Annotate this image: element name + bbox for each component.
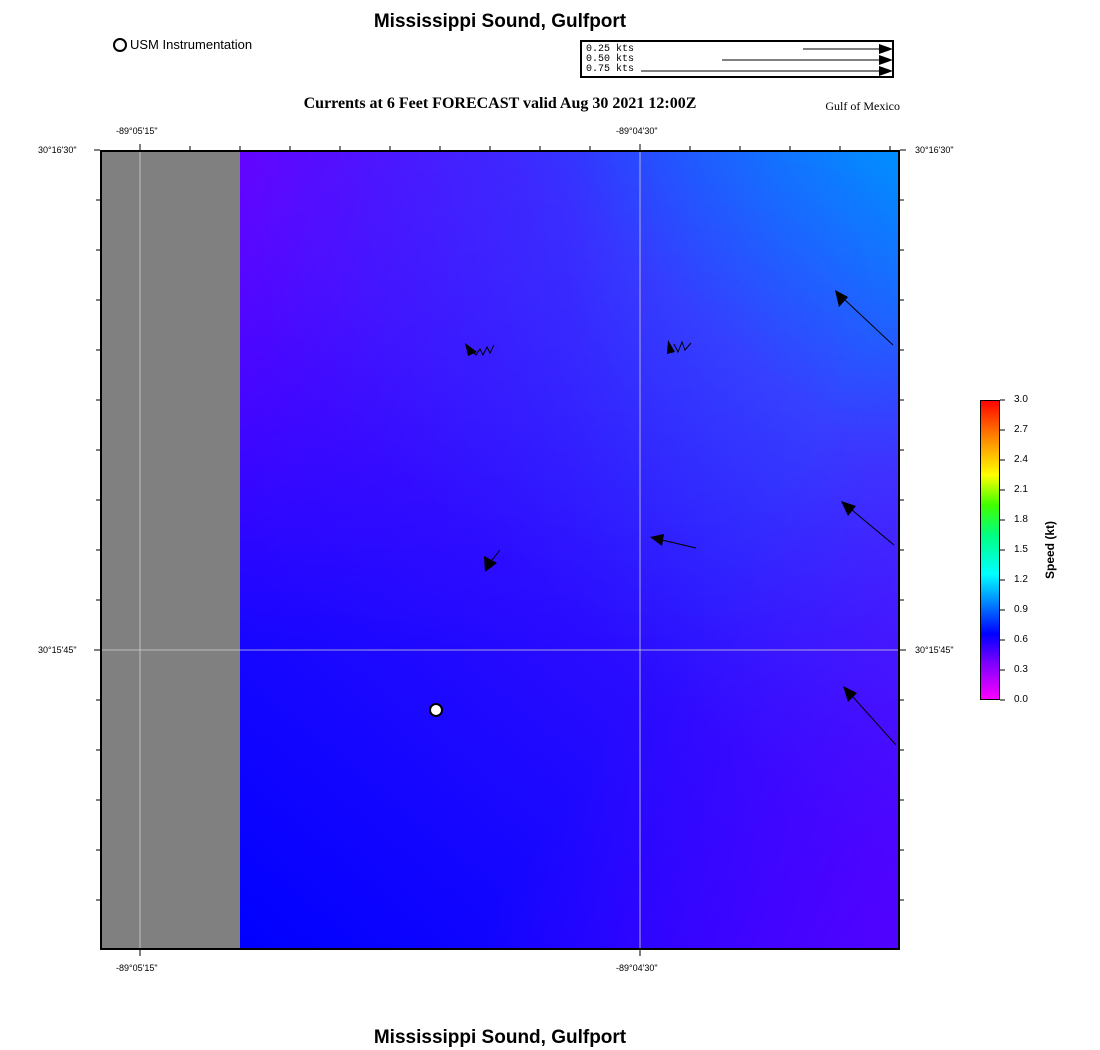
scale-arrow-050 bbox=[722, 55, 893, 65]
frame-ticks bbox=[94, 144, 906, 956]
lon-label-bottom-1: -89°05'15" bbox=[116, 963, 158, 973]
map-title-bottom: Mississippi Sound, Gulfport bbox=[373, 1027, 627, 1048]
forecast-subtitle: Currents at 6 Feet FORECAST valid Aug 30… bbox=[303, 95, 697, 112]
lon-label-bottom-2: -89°04'30" bbox=[616, 963, 658, 973]
colorbar-tick-label: 2.7 bbox=[1014, 424, 1028, 435]
current-arrow-a5 bbox=[650, 534, 697, 549]
colorbar-title: Speed (kt) bbox=[1043, 520, 1057, 580]
colorbar-tick-label: 0.3 bbox=[1014, 664, 1028, 675]
current-arrow-a7 bbox=[843, 686, 897, 746]
colorbar-ramp bbox=[980, 400, 1000, 700]
colorbar-border bbox=[980, 400, 1000, 700]
current-arrow-a1 bbox=[465, 343, 495, 357]
graticule bbox=[100, 150, 900, 950]
current-vectors bbox=[465, 290, 897, 746]
lat-label-left-2: 30°15'45" bbox=[38, 645, 77, 655]
land-area bbox=[100, 150, 240, 950]
map-title-top: Mississippi Sound, Gulfport bbox=[373, 11, 627, 32]
lat-label-right-2: 30°15'45" bbox=[915, 645, 954, 655]
station-legend-label: USM Instrumentation bbox=[130, 37, 253, 52]
station-legend-marker-icon bbox=[113, 38, 127, 52]
lat-label-left-1: 30°16'30" bbox=[38, 145, 77, 155]
scale-label-050: 0.50 kts bbox=[586, 54, 635, 65]
colorbar-tick-label: 0.9 bbox=[1014, 604, 1028, 615]
current-arrow-a3 bbox=[835, 290, 894, 346]
colorbar-ticks bbox=[1000, 399, 1005, 701]
usm-station-marker-icon[interactable] bbox=[429, 703, 443, 717]
water-speed-field bbox=[240, 150, 900, 950]
map-frame bbox=[100, 150, 900, 950]
colorbar-tick-label: 1.5 bbox=[1014, 544, 1028, 555]
current-arrow-a6 bbox=[841, 501, 895, 546]
colorbar-tick-label: 1.2 bbox=[1014, 574, 1028, 585]
colorbar-tick-label: 0.6 bbox=[1014, 634, 1028, 645]
scale-arrow-025 bbox=[803, 44, 893, 54]
current-arrow-a4 bbox=[484, 549, 501, 572]
region-label: Gulf of Mexico bbox=[825, 99, 900, 113]
colorbar-tick-label: 3.0 bbox=[1014, 394, 1028, 405]
vector-scale-box bbox=[580, 40, 894, 78]
lat-label-right-1: 30°16'30" bbox=[915, 145, 954, 155]
colorbar-tick-label: 0.0 bbox=[1014, 694, 1028, 705]
colorbar-tick-label: 2.4 bbox=[1014, 454, 1028, 465]
scale-arrow-075 bbox=[641, 66, 893, 76]
colorbar-tick-label: 2.1 bbox=[1014, 484, 1028, 495]
scale-label-025: 0.25 kts bbox=[586, 44, 635, 55]
scale-label-075: 0.75 kts bbox=[586, 64, 635, 75]
lon-label-top-2: -89°04'30" bbox=[616, 126, 658, 136]
current-arrow-a2 bbox=[667, 340, 692, 354]
colorbar-tick-label: 1.8 bbox=[1014, 514, 1028, 525]
lon-label-top-1: -89°05'15" bbox=[116, 126, 158, 136]
vector-scale-arrows bbox=[641, 44, 893, 76]
